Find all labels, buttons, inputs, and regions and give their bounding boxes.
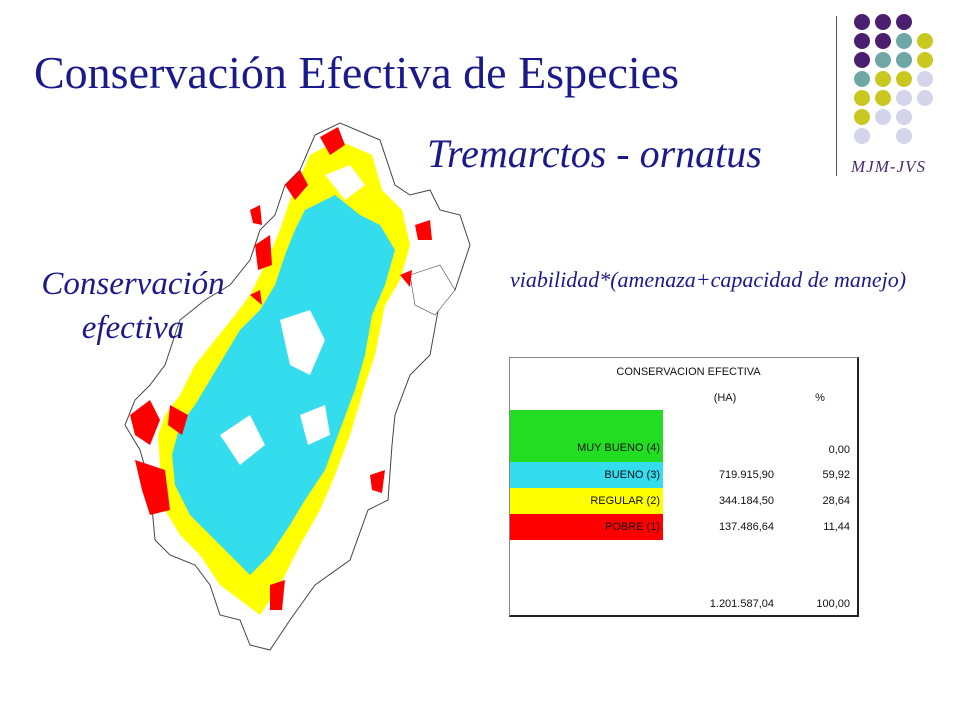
decorative-dot <box>896 52 912 68</box>
decorative-dot <box>896 128 912 144</box>
row-label: POBRE (1) <box>510 514 663 540</box>
table-title: CONSERVACION EFECTIVA <box>616 366 761 378</box>
row-label: BUENO (3) <box>510 462 663 488</box>
divider-line <box>836 16 837 176</box>
decorative-dot <box>917 90 933 106</box>
row-pct: 28,64 <box>822 495 850 507</box>
row-ha: 719.915,90 <box>718 469 774 481</box>
decorative-dot <box>875 109 891 125</box>
decorative-dot <box>854 52 870 68</box>
row-pct: 59,92 <box>822 469 850 481</box>
side-label: Conservación efectiva <box>28 262 238 350</box>
region-bueno <box>172 195 395 575</box>
decorative-dot <box>875 52 891 68</box>
conservation-table: CONSERVACION EFECTIVA (HA) % MUY BUENO (… <box>509 357 859 617</box>
conservation-map <box>124 122 471 651</box>
decorative-dot <box>896 14 912 30</box>
row-label: REGULAR (2) <box>510 488 663 514</box>
decorative-dot <box>896 33 912 49</box>
decorative-dot <box>896 90 912 106</box>
table-row-muy-bueno: MUY BUENO (4) 0,00 <box>510 410 857 462</box>
col-header-pct: % <box>815 392 825 404</box>
table-row-pobre: POBRE (1) 137.486,64 11,44 <box>510 514 857 540</box>
row-ha: 344.184,50 <box>718 495 774 507</box>
author-signature: MJM-JVS <box>851 157 926 176</box>
decorative-dot <box>854 71 870 87</box>
decorative-dot <box>917 33 933 49</box>
side-label-line1: Conservación <box>41 266 225 302</box>
table-row-bueno: BUENO (3) 719.915,90 59,92 <box>510 462 857 488</box>
total-pct: 100,00 <box>816 598 850 610</box>
decorative-dots-logo <box>854 14 933 144</box>
formula-text: viabilidad*(amenaza+capacidad de manejo) <box>510 267 907 292</box>
decorative-dot <box>875 33 891 49</box>
species-name: Tremarctos - ornatus <box>427 131 762 176</box>
decorative-dot <box>875 71 891 87</box>
decorative-dot <box>896 71 912 87</box>
decorative-dot <box>854 33 870 49</box>
decorative-dot <box>917 71 933 87</box>
decorative-dot <box>875 90 891 106</box>
decorative-dot <box>854 14 870 30</box>
decorative-dot <box>854 90 870 106</box>
table-row-regular: REGULAR (2) 344.184,50 28,64 <box>510 488 857 514</box>
col-header-ha: (HA) <box>713 392 737 404</box>
slide-title: Conservación Efectiva de Especies <box>34 47 680 98</box>
region-pobre <box>130 400 160 445</box>
row-pct: 11,44 <box>823 521 850 533</box>
row-ha: 137.486,64 <box>718 521 774 533</box>
side-label-line2: efectiva <box>81 310 185 346</box>
decorative-dot <box>875 14 891 30</box>
decorative-dot <box>917 52 933 68</box>
row-label: MUY BUENO (4) <box>510 410 663 462</box>
decorative-dot <box>896 109 912 125</box>
total-ha: 1.201.587,04 <box>709 598 774 610</box>
row-pct: 0,00 <box>828 444 850 456</box>
decorative-dot <box>854 109 870 125</box>
decorative-dot <box>854 128 870 144</box>
